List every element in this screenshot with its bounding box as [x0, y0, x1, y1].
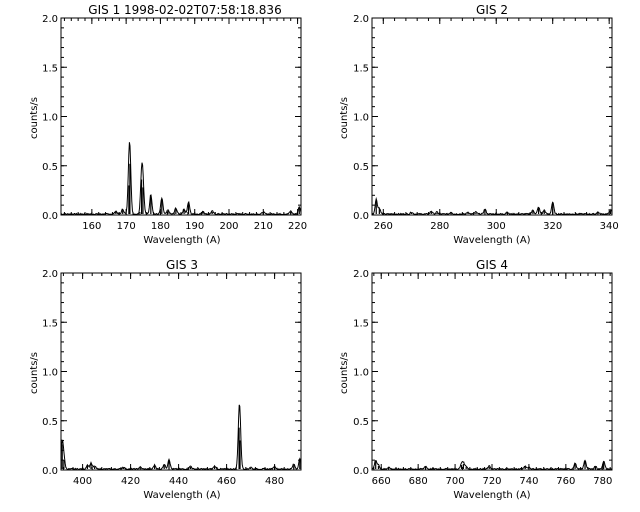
spectrum-line	[371, 459, 613, 471]
x-tick-label: 720	[482, 476, 501, 487]
x-tick-label: 440	[169, 476, 188, 487]
x-tick-label: 780	[593, 476, 612, 487]
y-tick-label: 1.0	[353, 113, 369, 124]
x-tick-label: 400	[73, 476, 92, 487]
x-axis-label: Wavelength (A)	[143, 235, 220, 246]
y-axis-label: counts/s	[339, 97, 350, 139]
x-tick-label: 180	[151, 221, 170, 232]
plot-frame	[60, 272, 302, 471]
x-tick-label: 300	[487, 221, 506, 232]
panel-title: GIS 2	[476, 3, 508, 17]
y-tick-label: 0.5	[353, 417, 369, 428]
panel-title: GIS 3	[166, 258, 198, 272]
x-axis-label: Wavelength (A)	[453, 490, 530, 501]
x-tick-label: 660	[372, 476, 391, 487]
y-tick-label: 0.0	[42, 466, 58, 477]
y-tick-label: 0.0	[353, 211, 369, 222]
plot-frame	[60, 17, 302, 216]
x-tick-label: 740	[519, 476, 538, 487]
x-tick-label: 200	[219, 221, 238, 232]
x-tick-label: 320	[543, 221, 562, 232]
panel-gis-3: GIS 3 Wavelength (A) counts/s 0.0 0.5 1.0 1…	[29, 258, 302, 501]
x-tick-label: 160	[82, 221, 101, 232]
x-tick-label: 220	[288, 221, 307, 232]
x-tick-label: 460	[217, 476, 236, 487]
x-tick-label: 190	[185, 221, 204, 232]
y-tick-label: 1.0	[42, 113, 58, 124]
y-tick-label: 2.0	[353, 269, 369, 280]
spectrum-line	[60, 142, 302, 216]
x-tick-label: 680	[409, 476, 428, 487]
y-tick-label: 1.0	[42, 368, 58, 379]
plot-frame	[371, 17, 613, 216]
panel-title: GIS 4	[476, 258, 508, 272]
y-tick-label: 1.5	[42, 318, 58, 329]
y-axis-label: counts/s	[29, 97, 40, 139]
panel-gis-4: GIS 4 Wavelength (A) counts/s 0.0 0.5 1.0 1…	[339, 258, 613, 501]
x-tick-label: 260	[374, 221, 393, 232]
y-tick-label: 2.0	[42, 269, 58, 280]
x-tick-label: 420	[121, 476, 140, 487]
y-tick-label: 0.5	[42, 162, 58, 173]
panel-gis-1: GIS 1 1998-02-02T07:58:18.836 Wavelength…	[29, 3, 307, 246]
y-axis-label: counts/s	[29, 352, 40, 394]
x-tick-label: 340	[600, 221, 619, 232]
y-tick-label: 2.0	[42, 14, 58, 25]
x-tick-label: 760	[556, 476, 575, 487]
spectrum-line	[371, 196, 613, 216]
y-tick-label: 0.0	[42, 211, 58, 222]
y-tick-label: 0.5	[42, 417, 58, 428]
panel-gis-2: GIS 2 Wavelength (A) counts/s 0.0 0.5 1.0 1…	[339, 3, 619, 246]
x-tick-label: 170	[117, 221, 136, 232]
x-tick-label: 700	[446, 476, 465, 487]
x-tick-label: 210	[254, 221, 273, 232]
y-tick-label: 0.0	[353, 466, 369, 477]
y-tick-label: 1.5	[42, 63, 58, 74]
x-axis-label: Wavelength (A)	[143, 490, 220, 501]
y-tick-label: 1.0	[353, 368, 369, 379]
x-tick-label: 480	[265, 476, 284, 487]
plot-frame	[371, 272, 613, 471]
y-tick-label: 0.5	[353, 162, 369, 173]
spectrum-line	[60, 404, 302, 471]
y-tick-label: 1.5	[353, 63, 369, 74]
y-axis-label: counts/s	[339, 352, 350, 394]
y-tick-label: 1.5	[353, 318, 369, 329]
x-tick-label: 280	[430, 221, 449, 232]
panel-title: GIS 1 1998-02-02T07:58:18.836	[88, 3, 281, 17]
x-axis-label: Wavelength (A)	[453, 235, 530, 246]
y-tick-label: 2.0	[353, 14, 369, 25]
